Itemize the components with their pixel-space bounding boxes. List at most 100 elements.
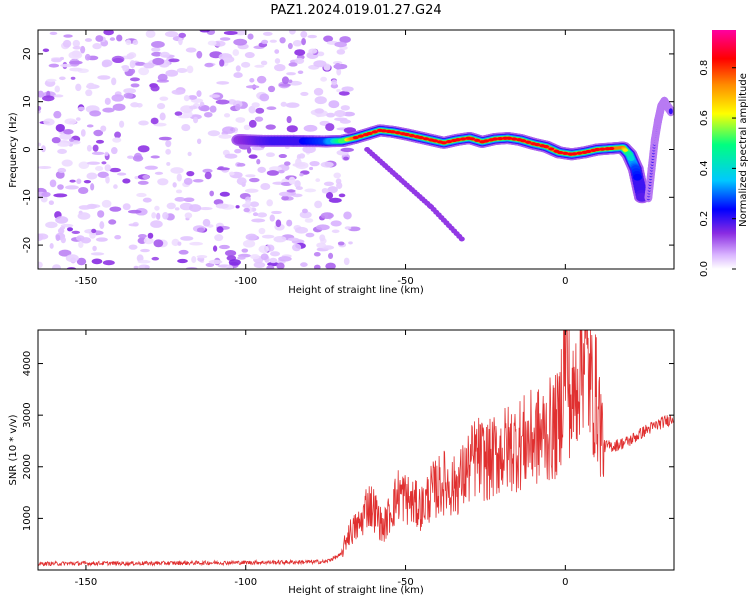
- snr-xtick-label: -50: [397, 577, 413, 588]
- noise-blob: [269, 39, 277, 43]
- noise-blob: [251, 218, 266, 223]
- noise-blob: [279, 37, 286, 44]
- noise-blob: [71, 50, 81, 58]
- noise-blob: [69, 138, 75, 142]
- track-core: [469, 137, 476, 141]
- noise-blob: [319, 234, 326, 242]
- noise-blob: [248, 119, 257, 128]
- noise-blob: [315, 178, 321, 182]
- noise-blob: [216, 226, 224, 233]
- noise-blob: [323, 181, 334, 186]
- noise-blob: [67, 227, 74, 232]
- noise-blob: [305, 232, 315, 238]
- noise-blob: [286, 72, 296, 76]
- noise-blob: [41, 191, 51, 198]
- noise-blob: [140, 248, 150, 253]
- noise-blob: [77, 106, 85, 111]
- noise-blob: [137, 145, 150, 153]
- noise-blob: [38, 142, 42, 147]
- colorbar-tick-label: 0.8: [699, 60, 710, 76]
- noise-blob: [258, 245, 269, 254]
- noise-blob: [59, 76, 66, 81]
- noise-blob: [343, 257, 350, 266]
- noise-blob: [269, 257, 278, 264]
- noise-blob: [184, 212, 193, 219]
- noise-blob: [248, 154, 258, 159]
- noise-blob: [151, 41, 165, 48]
- noise-blob: [325, 191, 334, 200]
- noise-blob: [95, 139, 105, 144]
- noise-blob: [265, 124, 276, 130]
- noise-blob: [266, 199, 274, 207]
- noise-blob: [218, 134, 232, 139]
- noise-blob: [200, 105, 210, 112]
- noise-blob: [297, 70, 304, 74]
- track-core: [357, 134, 364, 138]
- noise-blob: [302, 208, 308, 214]
- track-core: [417, 136, 424, 140]
- noise-blob: [191, 256, 197, 264]
- noise-blob: [331, 79, 338, 86]
- noise-blob: [266, 170, 279, 176]
- noise-blob: [57, 148, 68, 154]
- noise-blob: [138, 120, 149, 126]
- noise-blob: [232, 49, 240, 57]
- noise-blob: [116, 172, 127, 176]
- spectrogram-xtick-label: -50: [397, 276, 413, 287]
- noise-blob: [72, 45, 82, 50]
- noise-blob: [78, 161, 90, 169]
- colorbar-tick-label: 0.2: [699, 211, 710, 227]
- noise-blob: [63, 129, 74, 135]
- noise-blob: [42, 95, 55, 102]
- noise-blob: [42, 48, 50, 53]
- track-core: [380, 129, 387, 133]
- colorbar-tick-label: 0.0: [699, 261, 710, 277]
- noise-blob: [171, 89, 186, 95]
- noise-blob: [186, 65, 194, 74]
- noise-blob: [178, 32, 187, 38]
- snr-frame: [37, 329, 675, 571]
- noise-blob: [72, 39, 80, 48]
- noise-blob: [151, 212, 157, 219]
- noise-blob: [183, 94, 190, 102]
- noise-blob: [233, 30, 248, 36]
- noise-blob: [187, 95, 198, 100]
- noise-blob: [276, 262, 285, 269]
- noise-blob: [55, 123, 65, 132]
- noise-blob: [49, 179, 57, 188]
- noise-blob: [304, 188, 317, 193]
- noise-blob: [300, 262, 308, 267]
- snr-marks: [38, 330, 674, 567]
- noise-blob: [168, 58, 180, 63]
- noise-blob: [348, 241, 353, 245]
- noise-blob: [187, 151, 192, 157]
- noise-blob: [292, 39, 302, 47]
- noise-blob: [174, 207, 180, 211]
- noise-blob: [287, 42, 293, 50]
- noise-blob: [314, 200, 323, 209]
- noise-blob: [265, 152, 275, 158]
- noise-blob: [138, 264, 150, 269]
- colorbar-ticks: 0.0 0.2 0.4 0.6 0.8: [699, 60, 736, 277]
- track-core: [483, 139, 490, 143]
- noise-blob: [86, 82, 96, 90]
- noise-blob: [224, 250, 237, 257]
- noise-blob: [189, 241, 203, 246]
- noise-blob: [205, 262, 215, 268]
- track-core: [454, 138, 461, 142]
- noise-blob: [109, 167, 121, 173]
- noise-blob: [116, 34, 123, 42]
- noise-blob: [174, 111, 183, 116]
- noise-blob: [204, 62, 214, 68]
- noise-blob: [269, 214, 275, 222]
- noise-blob: [237, 256, 246, 260]
- noise-blob: [244, 188, 259, 193]
- noise-blob: [112, 103, 126, 111]
- noise-blob: [328, 252, 334, 260]
- noise-blob: [278, 83, 291, 87]
- noise-blob: [338, 91, 350, 96]
- noise-blob: [249, 201, 260, 208]
- noise-blob: [147, 232, 154, 239]
- noise-blob: [209, 94, 221, 98]
